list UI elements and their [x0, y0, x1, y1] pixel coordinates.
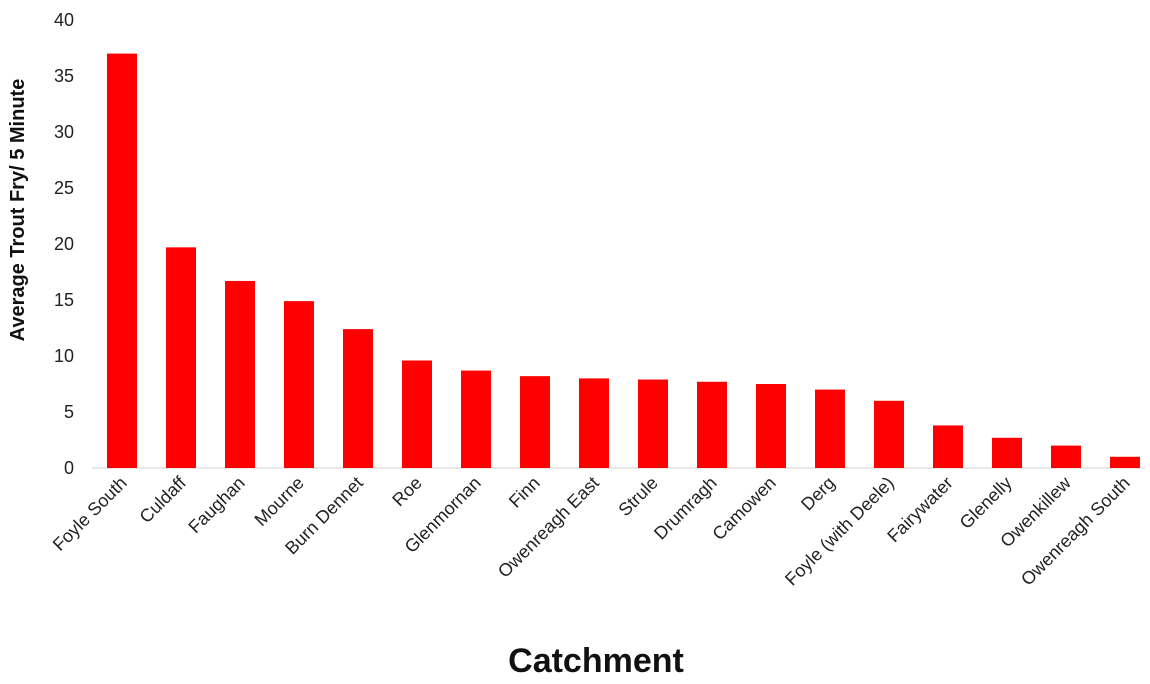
y-tick-label: 35 — [54, 66, 74, 86]
y-tick-label: 0 — [64, 458, 74, 478]
x-tick-label: Foyle (with Deele) — [781, 473, 898, 590]
bar — [874, 400, 904, 468]
y-tick-label: 40 — [54, 10, 74, 30]
bar — [815, 389, 845, 468]
y-axis-ticks: 0 5 10 15 20 25 30 35 40 — [54, 10, 74, 478]
x-tick-label: Finn — [505, 473, 544, 512]
y-tick-label: 30 — [54, 122, 74, 142]
bars — [107, 53, 1140, 468]
x-tick-label: Foyle South — [49, 473, 131, 555]
bar — [225, 280, 255, 468]
bar — [461, 370, 491, 468]
y-tick-label: 10 — [54, 346, 74, 366]
x-tick-label: Glenelly — [956, 473, 1016, 533]
y-tick-label: 15 — [54, 290, 74, 310]
bar — [107, 53, 137, 468]
bar — [579, 378, 609, 468]
bar — [166, 247, 196, 468]
bar — [933, 425, 963, 468]
x-tick-label: Derg — [797, 473, 839, 515]
x-axis-title: Catchment — [508, 642, 684, 680]
bar — [756, 384, 786, 468]
x-tick-label: Mourne — [251, 473, 308, 530]
x-tick-label: Camowen — [708, 473, 779, 544]
bar — [1110, 456, 1140, 468]
bar — [343, 329, 373, 468]
y-tick-label: 5 — [64, 402, 74, 422]
bar — [284, 301, 314, 468]
bar — [520, 376, 550, 468]
y-tick-label: 20 — [54, 234, 74, 254]
x-tick-label: Faughan — [184, 473, 248, 537]
y-axis-title: Average Trout Fry/ 5 Minute — [7, 79, 29, 342]
y-tick-label: 25 — [54, 178, 74, 198]
x-tick-label: Roe — [388, 473, 425, 510]
x-tick-label: Culdaff — [136, 472, 191, 527]
bar — [992, 437, 1022, 468]
bar — [638, 379, 668, 468]
x-tick-label: Owenreagh East — [494, 473, 603, 582]
bar — [1051, 445, 1081, 468]
bar — [697, 381, 727, 468]
x-tick-label: Owenreagh South — [1017, 473, 1134, 590]
bar — [402, 360, 432, 468]
x-tick-label: Strule — [614, 473, 661, 520]
